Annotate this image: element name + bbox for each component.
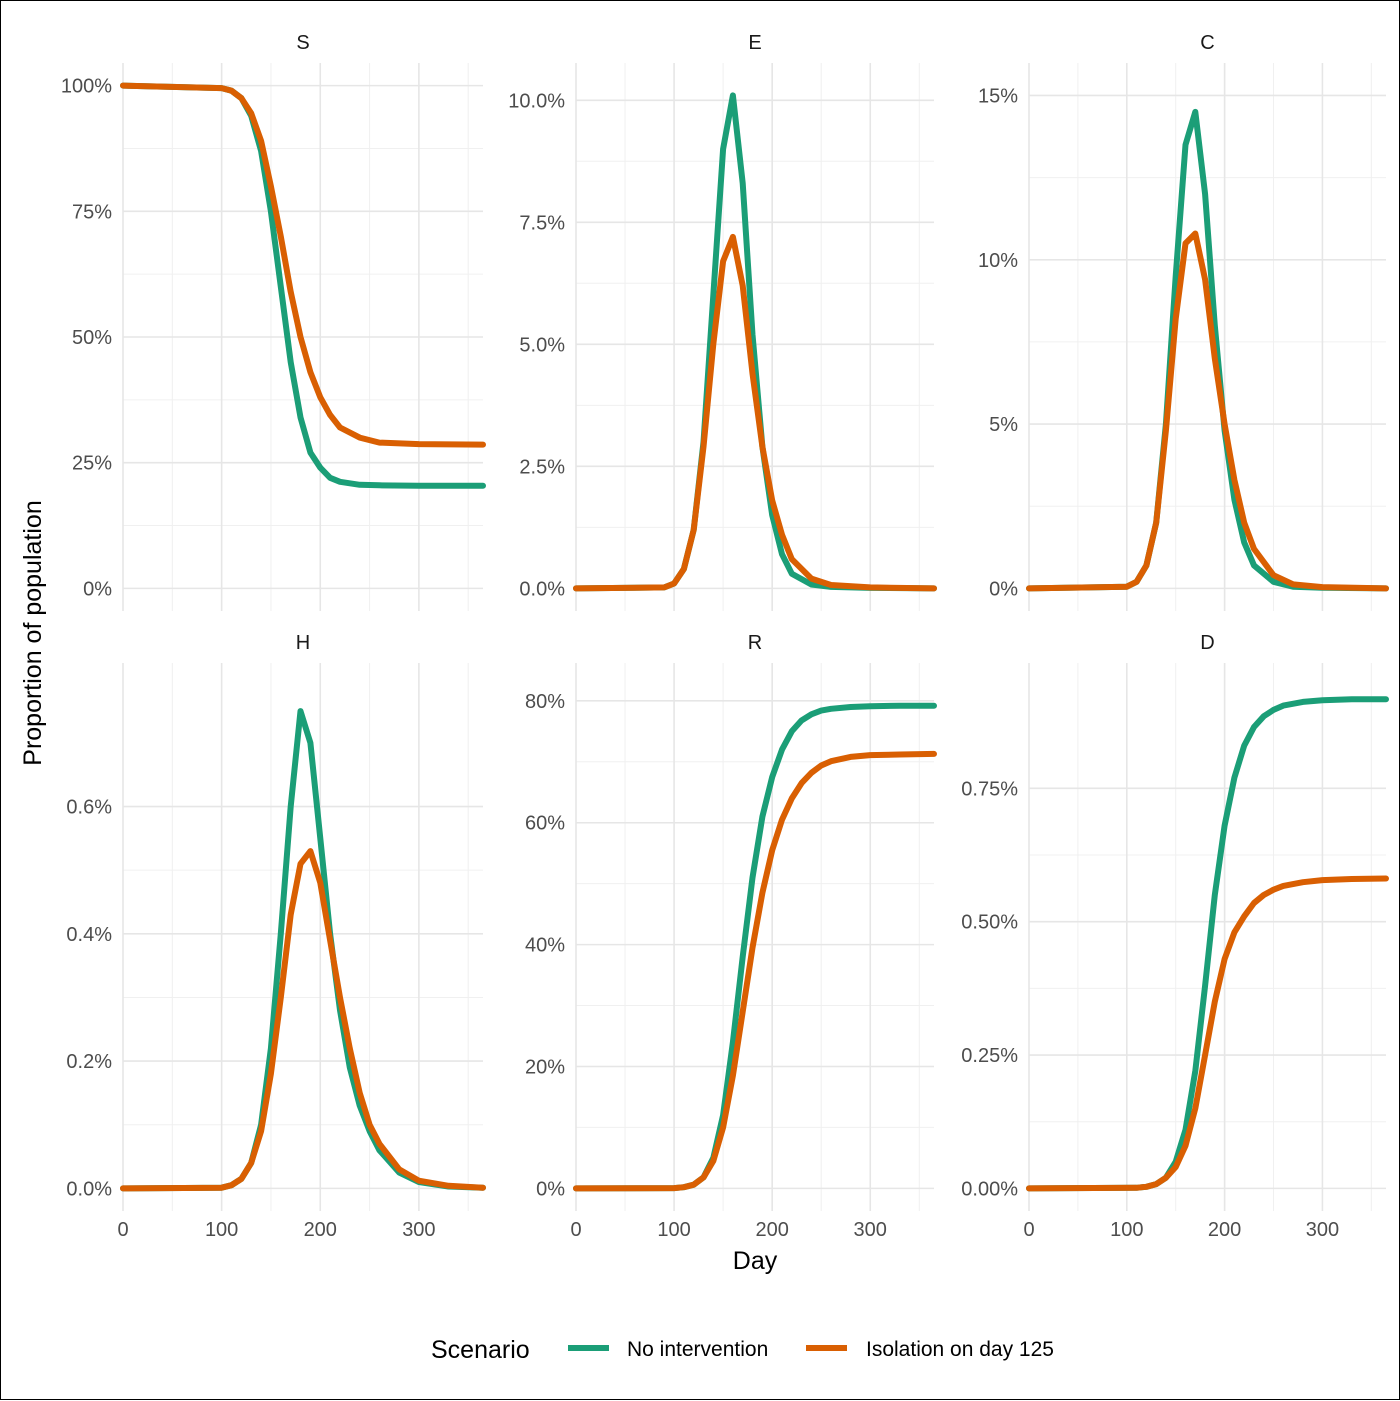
y-tick-label: 0%	[989, 578, 1018, 600]
y-tick-label: 10.0%	[508, 90, 565, 112]
series-line-isolation	[1026, 230, 1389, 592]
panel-title: S	[296, 32, 309, 54]
y-tick-label: 0.75%	[961, 778, 1018, 800]
legend-title: Scenario	[431, 1336, 530, 1364]
panel-title: E	[748, 32, 761, 54]
series-line-no-intervention	[573, 92, 937, 592]
y-tick-label: 40%	[525, 935, 565, 957]
panel-title: H	[296, 632, 310, 654]
panel-r: R 0% 20% 40% 60% 80% 0 100 200 300	[525, 632, 937, 1241]
x-tick-label: 200	[304, 1219, 337, 1241]
series-line-no-intervention	[120, 708, 486, 1192]
y-tick-label: 50%	[72, 327, 112, 349]
series-line-no-intervention	[1026, 696, 1389, 1192]
panel-e: E 0.0% 2.5% 5.0% 7.5% 10.0%	[508, 32, 937, 611]
y-tick-label: 0.0%	[519, 578, 565, 600]
y-tick-label: 0.2%	[66, 1051, 112, 1073]
x-tick-label: 0	[570, 1219, 581, 1241]
panel-title: C	[1200, 32, 1214, 54]
panel-h: H 0.0% 0.2% 0.4% 0.6% 0 100 200 300	[66, 632, 486, 1241]
panel-title: D	[1200, 632, 1214, 654]
y-tick-label: 75%	[72, 201, 112, 223]
panel-title: R	[748, 632, 762, 654]
y-tick-label: 5.0%	[519, 334, 565, 356]
series-line-isolation	[573, 750, 937, 1192]
x-tick-label: 100	[1110, 1219, 1143, 1241]
y-tick-label: 5%	[989, 414, 1018, 436]
x-tick-label: 0	[117, 1219, 128, 1241]
panel-c: C 0% 5% 10% 15%	[978, 32, 1389, 611]
x-tick-label: 300	[1306, 1219, 1339, 1241]
y-tick-label: 0.50%	[961, 912, 1018, 934]
series-line-isolation	[120, 82, 486, 448]
series-line-isolation	[573, 233, 937, 592]
y-tick-label: 0.4%	[66, 924, 112, 946]
x-tick-label: 300	[402, 1219, 435, 1241]
series-line-no-intervention	[120, 82, 486, 489]
x-tick-label: 200	[755, 1219, 788, 1241]
y-tick-label: 15%	[978, 85, 1018, 107]
y-tick-label: 20%	[525, 1056, 565, 1078]
x-tick-label: 200	[1208, 1219, 1241, 1241]
legend-label-no-intervention: No intervention	[627, 1338, 768, 1361]
x-axis-title: Day	[733, 1247, 778, 1275]
y-tick-label: 0%	[83, 578, 112, 600]
y-tick-label: 0%	[536, 1178, 565, 1200]
x-tick-label: 0	[1023, 1219, 1034, 1241]
series-line-no-intervention	[1026, 108, 1389, 592]
y-tick-label: 60%	[525, 813, 565, 835]
panel-s: S 0% 25% 50% 75% 100%	[61, 32, 486, 611]
x-tick-label: 100	[657, 1219, 690, 1241]
panel-d: D 0.00% 0.25% 0.50% 0.75% 0 100 200 300	[961, 632, 1389, 1241]
y-tick-label: 100%	[61, 76, 112, 98]
y-tick-label: 0.0%	[66, 1178, 112, 1200]
series-line-isolation	[120, 848, 486, 1192]
y-tick-label: 2.5%	[519, 456, 565, 478]
y-tick-label: 25%	[72, 453, 112, 475]
y-tick-label: 10%	[978, 250, 1018, 272]
y-tick-label: 80%	[525, 691, 565, 713]
y-tick-label: 0.6%	[66, 797, 112, 819]
legend: Scenario No intervention Isolation on da…	[431, 1336, 1054, 1364]
x-tick-label: 100	[205, 1219, 238, 1241]
y-tick-label: 7.5%	[519, 212, 565, 234]
x-tick-label: 300	[854, 1219, 887, 1241]
y-tick-label: 0.00%	[961, 1178, 1018, 1200]
legend-label-isolation: Isolation on day 125	[866, 1338, 1054, 1361]
y-tick-label: 0.25%	[961, 1045, 1018, 1067]
y-axis-title: Proportion of population	[19, 500, 47, 765]
series-line-isolation	[1026, 875, 1389, 1192]
